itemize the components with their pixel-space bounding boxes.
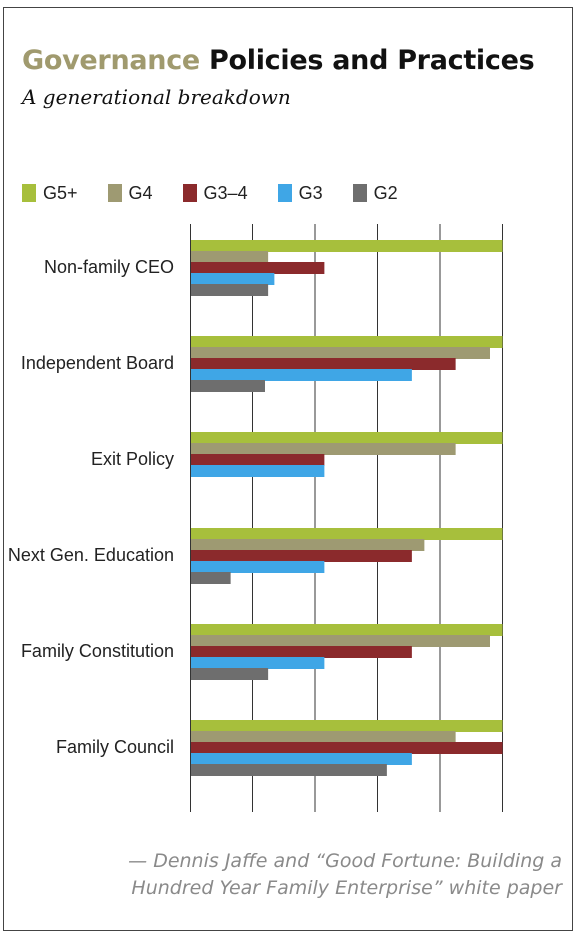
bar-chart: Non-family CEO Independent Board Exit Poli… <box>8 224 503 812</box>
category-label: Next Gen. Education <box>8 545 174 565</box>
legend-swatch <box>182 184 197 202</box>
bar-family-council-g5 <box>191 720 503 732</box>
bar-next-gen-education-g3-4 <box>191 550 412 562</box>
bar-exit-policy-g4 <box>191 443 456 455</box>
bar-next-gen-education-g2 <box>191 572 231 584</box>
title-accent: Governance <box>22 45 200 76</box>
chart-subtitle: A generational breakdown <box>22 85 291 109</box>
legend-label: G3 <box>298 182 323 203</box>
legend-item-g4: G4 <box>107 182 153 204</box>
bar-non-family-ceo-g2 <box>191 284 269 296</box>
category-label: Family Constitution <box>21 641 174 661</box>
category-label: Exit Policy <box>91 449 174 469</box>
legend-label: G2 <box>373 182 398 203</box>
bar-family-council-g2 <box>191 764 387 776</box>
legend-swatch <box>107 184 122 202</box>
title-rest: Policies and Practices <box>209 45 535 76</box>
legend-swatch <box>352 184 367 202</box>
bar-non-family-ceo-g4 <box>191 251 269 263</box>
legend-label: G3–4 <box>203 182 248 203</box>
bar-exit-policy-g3-4 <box>191 454 325 466</box>
legend-item-g3-4: G3–4 <box>182 182 248 204</box>
bar-independent-board-g4 <box>191 347 490 359</box>
legend-item-g5: G5+ <box>22 183 78 204</box>
bar-independent-board-g5 <box>191 336 503 348</box>
bar-independent-board-g2 <box>191 380 265 392</box>
bar-non-family-ceo-g3 <box>191 273 275 285</box>
bar-exit-policy-g3 <box>191 465 325 477</box>
legend-item-g2: G2 <box>352 182 398 204</box>
category-label: Family Council <box>56 737 174 757</box>
source-credit: — Dennis Jaffe and “Good Fortune: Buildi… <box>22 848 562 902</box>
category-label: Non-family CEO <box>44 257 174 277</box>
bar-exit-policy-g5 <box>191 432 503 444</box>
legend-item-g3: G3 <box>277 182 323 204</box>
bar-family-constitution-g5 <box>191 624 503 636</box>
bar-next-gen-education-g4 <box>191 539 425 551</box>
chart-title: Governance Policies and Practices <box>22 45 535 76</box>
bar-next-gen-education-g3 <box>191 561 325 573</box>
category-label: Independent Board <box>21 353 174 373</box>
legend-label: G5+ <box>43 182 78 203</box>
bar-family-constitution-g3-4 <box>191 646 412 658</box>
bar-non-family-ceo-g5 <box>191 240 503 252</box>
bar-next-gen-education-g5 <box>191 528 503 540</box>
credit-line-1: — Dennis Jaffe and “Good Fortune: Buildi… <box>128 850 562 872</box>
credit-line-2: Hundred Year Family Enterprise” white pa… <box>131 877 562 899</box>
bar-independent-board-g3 <box>191 369 412 381</box>
legend-swatch <box>277 184 292 202</box>
legend-label: G4 <box>128 182 153 203</box>
bar-family-council-g3-4 <box>191 742 503 754</box>
figure-frame <box>3 7 573 931</box>
legend: G5+ G4 G3–4 G3 G2 <box>22 180 428 206</box>
bar-non-family-ceo-g3-4 <box>191 262 325 274</box>
bar-family-council-g4 <box>191 731 456 743</box>
bar-family-council-g3 <box>191 753 412 765</box>
bar-independent-board-g3-4 <box>191 358 456 370</box>
bar-family-constitution-g2 <box>191 668 269 680</box>
legend-swatch <box>22 184 36 202</box>
bar-family-constitution-g3 <box>191 657 325 669</box>
bar-family-constitution-g4 <box>191 635 490 647</box>
